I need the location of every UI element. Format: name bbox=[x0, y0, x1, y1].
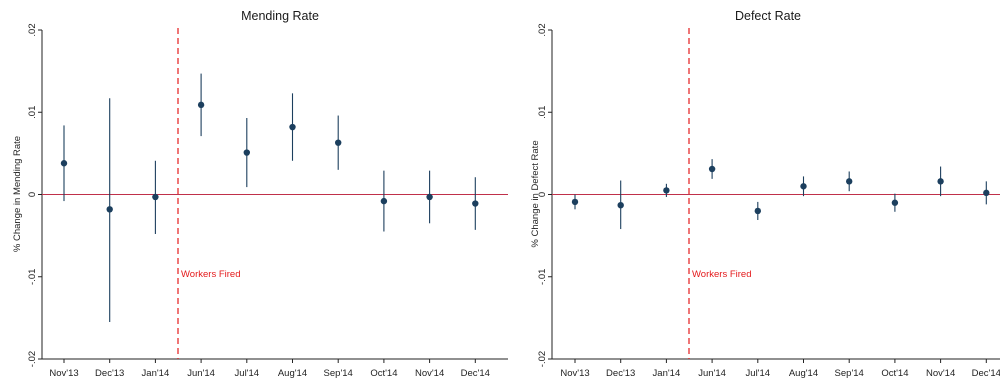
x-tick-label: Nov'13 bbox=[49, 368, 78, 379]
x-tick-label: Jul'14 bbox=[746, 368, 771, 379]
x-tick-label: Nov'13 bbox=[560, 368, 589, 379]
x-tick-label: Nov'14 bbox=[415, 368, 444, 379]
x-tick-label: Dec'14 bbox=[972, 368, 1000, 379]
data-point bbox=[983, 189, 990, 197]
data-point bbox=[60, 160, 68, 167]
x-tick-label: Aug'14 bbox=[278, 368, 307, 379]
data-point bbox=[617, 201, 624, 209]
data-point bbox=[846, 178, 853, 185]
workers-fired-annotation: Workers Fired bbox=[692, 269, 751, 280]
x-tick-label: Jun'14 bbox=[698, 368, 726, 379]
mending-rate-panel: Mending Rate % Change in Mending Rate Wo… bbox=[12, 9, 508, 379]
y-tick-label: .01 bbox=[27, 106, 38, 119]
chart-title: Mending Rate bbox=[241, 9, 319, 23]
y-tick-label: 0 bbox=[537, 192, 548, 197]
data-point bbox=[891, 199, 899, 206]
data-point bbox=[800, 183, 807, 190]
chart-title: Defect Rate bbox=[735, 9, 801, 23]
x-tick-label: Dec'13 bbox=[606, 368, 635, 379]
data-point bbox=[426, 193, 433, 201]
data-point bbox=[937, 178, 944, 185]
data-point bbox=[380, 197, 388, 205]
x-tick-label: Jul'14 bbox=[235, 368, 260, 379]
y-tick-label: -.02 bbox=[27, 351, 38, 367]
x-tick-label: Sep'14 bbox=[324, 368, 353, 379]
data-point bbox=[472, 200, 479, 207]
data-point bbox=[754, 207, 761, 215]
x-tick-label: Sep'14 bbox=[835, 368, 864, 379]
data-point bbox=[197, 101, 205, 109]
workers-fired-annotation: Workers Fired bbox=[181, 269, 240, 280]
y-tick-label: -.01 bbox=[537, 269, 548, 285]
y-tick-label: -.02 bbox=[537, 351, 548, 367]
x-tick-label: Jan'14 bbox=[142, 368, 170, 379]
data-point bbox=[106, 206, 113, 213]
y-tick-label: .01 bbox=[537, 106, 548, 119]
data-point bbox=[663, 187, 670, 194]
data-point bbox=[708, 165, 716, 173]
x-tick-label: Aug'14 bbox=[789, 368, 818, 379]
x-tick-label: Dec'13 bbox=[95, 368, 124, 379]
data-point bbox=[243, 149, 250, 156]
data-point bbox=[571, 198, 579, 206]
x-tick-label: Oct'14 bbox=[370, 368, 397, 379]
y-tick-label: -.01 bbox=[27, 269, 38, 285]
x-tick-label: Jan'14 bbox=[653, 368, 681, 379]
x-tick-label: Oct'14 bbox=[881, 368, 908, 379]
y-axis-label: % Change in Mending Rate bbox=[12, 136, 23, 252]
data-point bbox=[335, 139, 342, 146]
x-tick-label: Nov'14 bbox=[926, 368, 955, 379]
data-point bbox=[152, 193, 159, 201]
data-point bbox=[289, 123, 296, 131]
y-tick-label: .02 bbox=[27, 23, 38, 36]
defect-rate-panel: Defect Rate % Change in Defect Rate Work… bbox=[530, 9, 1000, 379]
y-tick-label: .02 bbox=[537, 23, 548, 36]
x-tick-label: Jun'14 bbox=[187, 368, 215, 379]
x-tick-label: Dec'14 bbox=[461, 368, 490, 379]
y-axis-label: % Change in Defect Rate bbox=[530, 140, 541, 247]
y-tick-label: 0 bbox=[27, 192, 38, 197]
